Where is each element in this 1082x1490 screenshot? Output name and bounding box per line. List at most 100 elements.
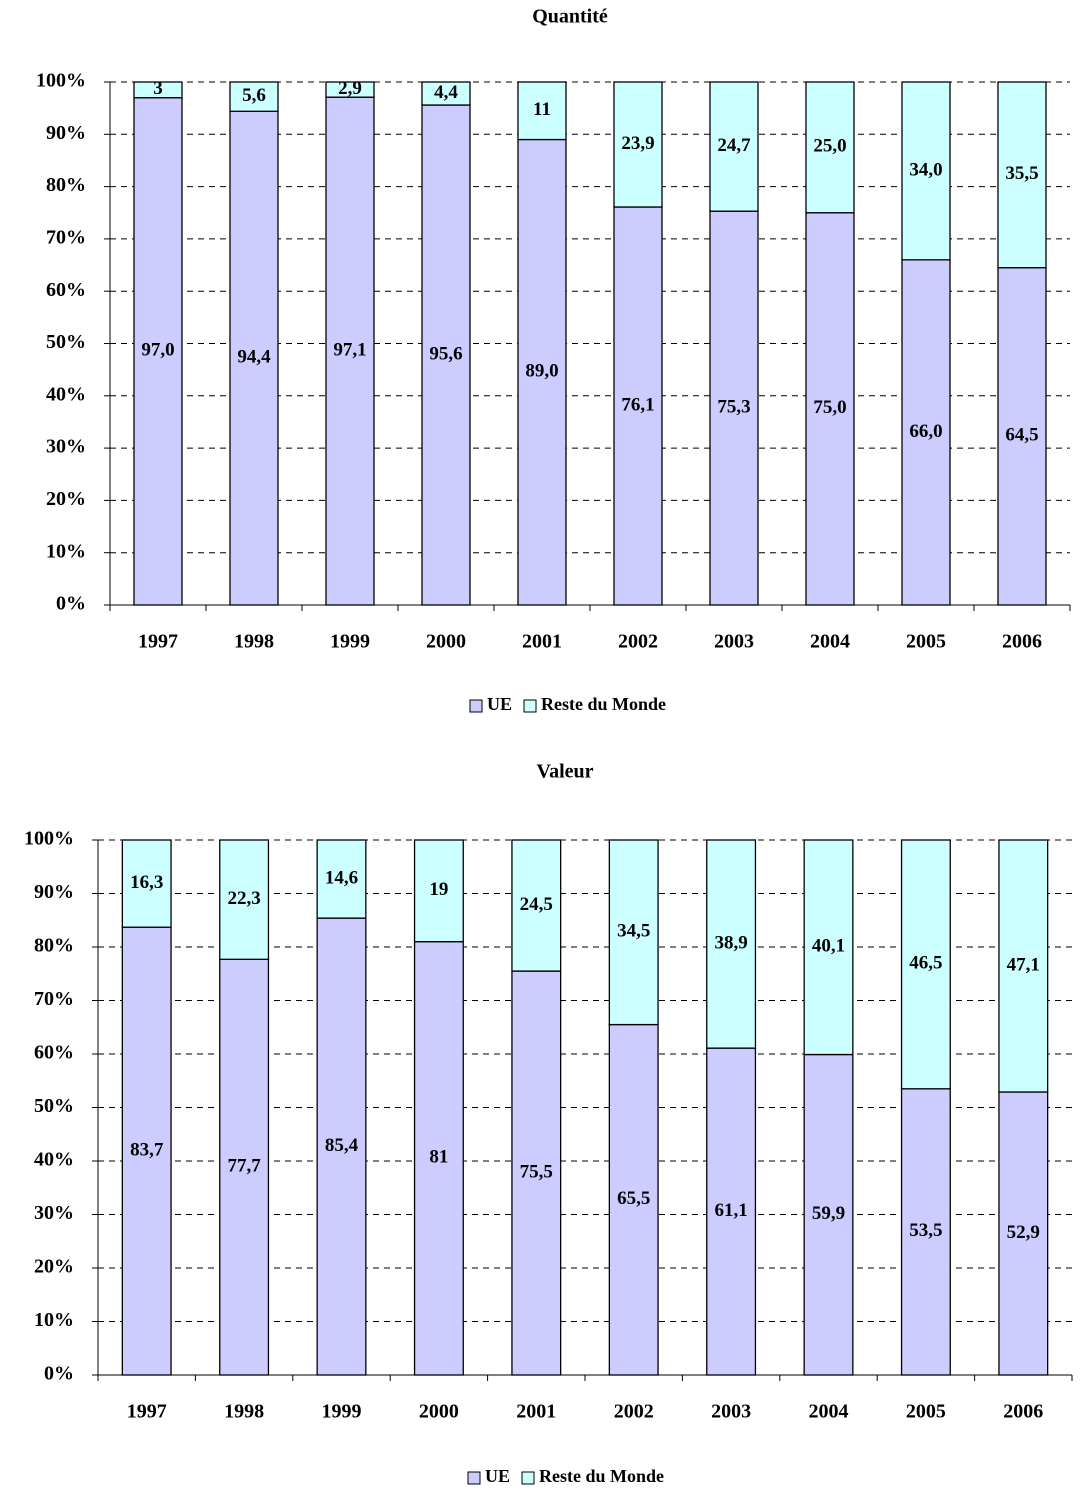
legend-label: UE (485, 1466, 510, 1486)
legend-label: UE (487, 694, 512, 714)
bar-segment (608, 1023, 659, 1376)
x-tick-label: 1999 (330, 631, 370, 653)
bar-segment (133, 81, 183, 99)
data-label: 81 (429, 1147, 448, 1168)
data-label: 89,0 (525, 361, 558, 382)
x-tick-label: 2002 (614, 1401, 654, 1423)
bar-segment (517, 138, 567, 606)
data-label: 47,1 (1007, 954, 1040, 975)
y-tick-label: 20% (46, 488, 86, 510)
bar-segment (706, 839, 757, 1049)
data-label: 65,5 (617, 1188, 650, 1209)
data-label: 85,4 (325, 1135, 359, 1156)
data-label: 95,6 (429, 343, 462, 364)
bar-segment (706, 1047, 757, 1376)
y-tick-label: 90% (34, 881, 74, 903)
data-label: 34,5 (617, 921, 650, 942)
bar-segment (229, 110, 279, 606)
chart-title: Quantité (532, 6, 608, 28)
y-tick-label: 90% (46, 122, 86, 144)
data-label: 61,1 (714, 1200, 747, 1221)
y-tick-label: 100% (24, 828, 74, 850)
x-tick-label: 2005 (906, 1401, 946, 1423)
bar-segment (997, 267, 1047, 606)
x-tick-label: 1998 (234, 631, 274, 653)
data-label: 75,5 (520, 1161, 553, 1182)
data-label: 24,7 (717, 135, 751, 156)
data-label: 75,0 (813, 397, 846, 418)
x-tick-label: 2006 (1003, 1401, 1043, 1423)
data-label: 25,0 (813, 136, 846, 157)
y-tick-label: 0% (44, 1363, 74, 1385)
x-tick-label: 1998 (224, 1401, 264, 1423)
data-label: 40,1 (812, 936, 845, 957)
data-label: 75,3 (717, 396, 750, 417)
data-label: 46,5 (909, 953, 942, 974)
bar-segment (229, 81, 279, 112)
x-tick-label: 1997 (127, 1401, 167, 1423)
data-label: 53,5 (909, 1220, 942, 1241)
data-label: 35,5 (1005, 163, 1038, 184)
data-label: 38,9 (714, 932, 747, 953)
x-tick-label: 2001 (516, 1401, 556, 1423)
bar-segment (613, 206, 663, 606)
bar-segment (608, 839, 659, 1026)
data-label: 64,5 (1005, 425, 1038, 446)
y-tick-label: 40% (34, 1149, 74, 1171)
bar-segment (997, 81, 1047, 269)
data-label: 22,3 (227, 888, 260, 909)
x-tick-label: 2005 (906, 631, 946, 653)
legend-swatch (523, 699, 537, 713)
bar-segment (517, 81, 567, 141)
x-tick-label: 2002 (618, 631, 658, 653)
data-label: 3 (153, 78, 163, 99)
data-label: 5,6 (242, 85, 266, 106)
bar-segment (325, 81, 375, 98)
bar-segment (998, 839, 1049, 1093)
x-tick-label: 1997 (138, 631, 178, 653)
y-tick-label: 50% (46, 331, 86, 353)
bar-segment (511, 839, 562, 972)
y-tick-label: 80% (34, 935, 74, 957)
bar-segment (511, 970, 562, 1376)
data-label: 97,0 (141, 340, 174, 361)
legend-swatch (521, 1471, 535, 1485)
x-tick-label: 2001 (522, 631, 562, 653)
x-tick-label: 2000 (419, 1401, 459, 1423)
data-label: 19 (429, 879, 448, 900)
bar-segment (219, 958, 270, 1376)
bar-segment (709, 210, 759, 606)
x-tick-label: 2003 (714, 631, 754, 653)
y-tick-label: 20% (34, 1256, 74, 1278)
bar-segment (613, 81, 663, 208)
y-tick-label: 100% (36, 70, 86, 92)
bar-segment (413, 839, 464, 943)
bar-segment (901, 81, 951, 261)
bar-segment (421, 104, 471, 606)
data-label: 76,1 (621, 394, 654, 415)
y-tick-label: 60% (46, 279, 86, 301)
bar-segment (803, 1053, 854, 1376)
bar-segment (900, 1088, 951, 1376)
y-tick-label: 0% (56, 593, 86, 615)
x-tick-label: 1999 (322, 1401, 362, 1423)
x-tick-label: 2006 (1002, 631, 1042, 653)
legend-swatch (469, 699, 483, 713)
y-tick-label: 10% (34, 1309, 74, 1331)
x-tick-label: 2004 (810, 631, 850, 653)
chart-title: Valeur (536, 761, 593, 783)
bar-segment (900, 839, 951, 1090)
bar-segment (121, 926, 172, 1376)
bar-segment (901, 259, 951, 606)
y-tick-label: 70% (46, 226, 86, 248)
bar-segment (709, 81, 759, 212)
bar-segment (316, 839, 367, 919)
y-tick-label: 70% (34, 988, 74, 1010)
data-label: 4,4 (434, 82, 458, 103)
data-label: 66,0 (909, 421, 942, 442)
y-tick-label: 40% (46, 383, 86, 405)
x-tick-label: 2004 (809, 1401, 849, 1423)
bar-segment (121, 839, 172, 928)
bar-segment (421, 81, 471, 106)
bar-segment (133, 97, 183, 606)
